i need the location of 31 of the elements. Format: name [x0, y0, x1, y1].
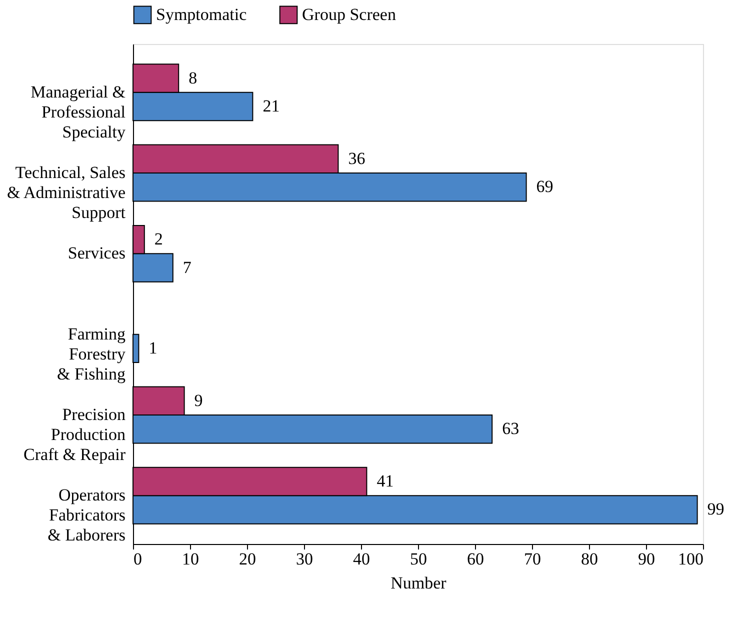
x-tick-label: 70 — [524, 550, 541, 568]
y-tick-label: Technical, Sales & Administrative Support — [6, 163, 126, 222]
data-label: 7 — [182, 258, 192, 277]
x-tick-label: 100 — [678, 550, 704, 568]
x-tick-label: 80 — [581, 550, 598, 568]
x-tick-label: 0 — [134, 550, 142, 568]
y-tick-label: Managerial & Professional Specialty — [30, 82, 126, 142]
y-tick-label: Operators Fabricators & Laborers — [48, 486, 126, 545]
legend-label: Group Screen — [302, 4, 396, 24]
data-label: 21 — [262, 96, 280, 116]
x-tick-label: 40 — [353, 550, 370, 568]
data-label: 2 — [154, 230, 163, 249]
legend-label: Symptomatic — [156, 4, 248, 24]
data-label: 41 — [376, 472, 394, 490]
data-label: 36 — [348, 148, 366, 168]
y-tick-label: Services — [68, 244, 126, 263]
x-tick-label: 30 — [296, 550, 313, 568]
y-tick-label: Farming Forestry & Fishing — [57, 324, 126, 384]
x-tick-label: 60 — [467, 550, 484, 568]
data-label: 63 — [502, 419, 520, 438]
data-label: 1 — [148, 338, 158, 358]
data-label: 8 — [188, 68, 198, 88]
y-tick-label: Precision Production Craft & Repair — [24, 404, 126, 464]
x-tick-label: 10 — [182, 550, 199, 568]
data-label: 69 — [536, 177, 554, 196]
x-axis-title: Number — [390, 574, 447, 592]
x-tick-label: 90 — [638, 550, 655, 568]
x-tick-label: 20 — [239, 550, 256, 568]
data-label: 99 — [707, 500, 724, 519]
x-tick-label: 50 — [410, 550, 427, 568]
data-label: 9 — [194, 390, 203, 410]
